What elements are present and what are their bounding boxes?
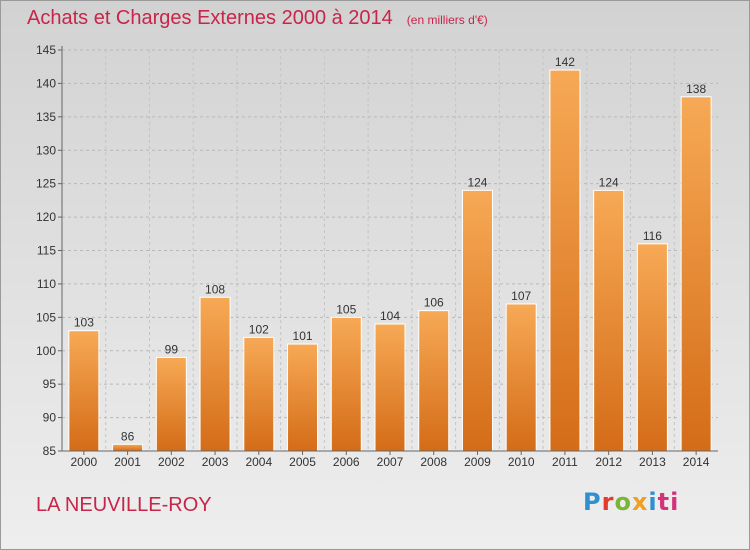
data-label-2001: 86 [121, 429, 135, 443]
x-tick-label-2012: 2012 [595, 455, 622, 469]
x-tick-label-2005: 2005 [289, 455, 316, 469]
y-tick-label-105: 105 [36, 310, 56, 324]
bar-2003 [199, 296, 231, 452]
data-label-2011: 142 [555, 55, 575, 69]
data-label-2002: 99 [165, 342, 179, 356]
y-tick-label-145: 145 [36, 43, 56, 57]
bar-2012 [593, 189, 625, 452]
bars [68, 69, 712, 452]
y-tick-label-90: 90 [43, 411, 57, 425]
x-tick-label-2014: 2014 [683, 455, 710, 469]
data-label-2010: 107 [511, 289, 531, 303]
data-label-2014: 138 [686, 82, 706, 96]
bar-2013 [636, 243, 668, 452]
data-label-2000: 103 [74, 316, 94, 330]
bar-2006 [330, 316, 362, 452]
bar-2007 [374, 323, 406, 452]
y-tick-label-110: 110 [37, 277, 56, 291]
bar-2000 [68, 330, 100, 452]
bar-2008 [418, 310, 450, 452]
bar-2014 [680, 96, 712, 452]
x-tick-label-2013: 2013 [639, 455, 666, 469]
chart-title: Achats et Charges Externes 2000 à 2014 [27, 7, 393, 29]
place-name: LA NEUVILLE-ROY [36, 494, 212, 516]
data-label-2003: 108 [205, 282, 225, 296]
x-tick-label-2003: 2003 [202, 455, 229, 469]
x-tick-label-2010: 2010 [508, 455, 535, 469]
data-label-2006: 105 [336, 302, 356, 316]
bar-2005 [287, 343, 319, 452]
x-tick-label-2000: 2000 [71, 455, 98, 469]
axes [58, 46, 718, 455]
proxiti-logo: Proxiti [583, 488, 680, 516]
y-tick-label-135: 135 [36, 110, 56, 124]
data-label-2009: 124 [467, 175, 487, 189]
bar-2010 [505, 303, 537, 452]
x-tick-label-2008: 2008 [420, 455, 447, 469]
x-tick-label-2001: 2001 [114, 455, 141, 469]
y-tick-label-120: 120 [36, 210, 56, 224]
x-tick-label-2006: 2006 [333, 455, 360, 469]
x-tick-label-2011: 2011 [552, 455, 578, 469]
bar-2004 [243, 336, 275, 452]
y-tick-label-95: 95 [43, 377, 57, 391]
data-label-2007: 104 [380, 309, 400, 323]
x-tick-label-2009: 2009 [464, 455, 491, 469]
data-label-2005: 101 [293, 329, 313, 343]
bar-2002 [155, 356, 187, 452]
bar-2009 [461, 189, 493, 452]
y-tick-label-100: 100 [36, 344, 56, 358]
x-tick-label-2002: 2002 [158, 455, 185, 469]
y-tick-label-115: 115 [37, 244, 56, 258]
data-label-2004: 102 [249, 322, 269, 336]
bar-2001 [112, 443, 144, 452]
data-label-2013: 116 [643, 229, 662, 243]
bar-2011 [549, 69, 581, 452]
chart-title-row: Achats et Charges Externes 2000 à 2014 (… [27, 7, 488, 30]
y-tick-label-125: 125 [36, 177, 56, 191]
y-tick-label-85: 85 [43, 444, 57, 458]
y-tick-label-140: 140 [36, 76, 56, 90]
labels: 85 90 95 100 105 110 115 120 125 130 135 140 145 103 2… [36, 43, 710, 469]
y-tick-label-130: 130 [36, 143, 56, 157]
x-tick-label-2007: 2007 [377, 455, 404, 469]
x-tick-label-2004: 2004 [245, 455, 272, 469]
data-label-2012: 124 [599, 175, 619, 189]
data-label-2008: 106 [424, 296, 444, 310]
chart-subtitle: (en milliers d'€) [406, 13, 488, 27]
